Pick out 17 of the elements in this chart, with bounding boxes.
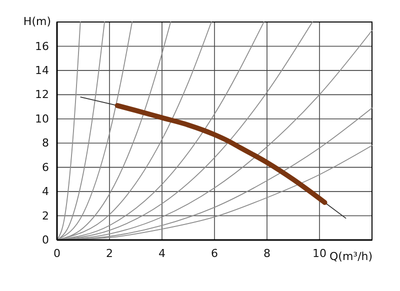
y-tick-label: 10 [35, 112, 49, 126]
x-tick-label: 8 [264, 246, 270, 260]
x-tick-label: 6 [211, 246, 218, 260]
x-tick-label: 0 [54, 246, 60, 260]
x-tick-label: 2 [106, 246, 113, 260]
y-tick-label: 16 [35, 40, 49, 53]
y-tick-label: 14 [35, 64, 49, 77]
x-tick-label: 4 [158, 246, 166, 260]
y-tick-label: 2 [42, 209, 49, 222]
y-tick-label: 6 [42, 160, 49, 174]
y-tick-label: 0 [42, 234, 49, 247]
y-tick-label: 8 [42, 136, 49, 150]
x-tick-label: 10 [312, 246, 326, 260]
y-tick-label: 4 [42, 185, 49, 198]
x-axis-title: Q(m³/h) [330, 250, 373, 263]
y-axis-title: H(m) [23, 15, 51, 28]
y-tick-label: 12 [35, 88, 49, 102]
